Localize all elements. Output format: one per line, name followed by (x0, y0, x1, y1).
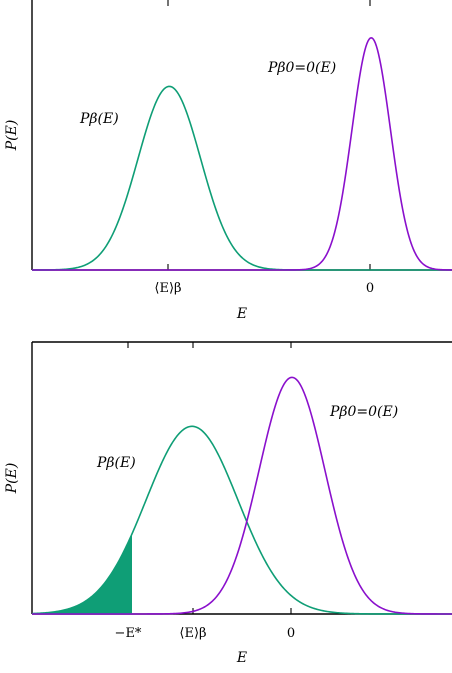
bottom-x-tick-label-zero: 0 (287, 626, 295, 641)
top-series-p-beta-line (32, 85, 452, 271)
top-x-tick-label-zero: 0 (366, 281, 374, 296)
top-label-p-beta0: Pβ0=0(E) (267, 60, 336, 76)
top-x-tick-label-mean: ⟨E⟩β (154, 281, 181, 296)
bottom-panel: P(E) −E* ⟨E⟩β 0 E Pβ(E) Pβ0=0(E) (4, 341, 452, 666)
bottom-shaded-tail-area (32, 533, 132, 614)
bottom-label-p-beta: Pβ(E) (96, 455, 136, 471)
top-series-p-beta0-line (32, 36, 452, 271)
bottom-label-p-beta0: Pβ0=0(E) (329, 404, 398, 420)
top-y-axis-label: P(E) (4, 120, 20, 152)
top-x-axis-label: E (236, 306, 247, 322)
bottom-series-p-beta-line (31, 425, 452, 615)
bottom-series-p-beta0-line (32, 376, 452, 615)
bottom-x-tick-label-estar: −E* (115, 626, 142, 641)
top-panel: P(E) ⟨E⟩β 0 E Pβ(E) Pβ0=0(E) (4, 0, 452, 322)
top-label-p-beta: Pβ(E) (79, 111, 119, 127)
bottom-y-axis-label: P(E) (4, 463, 20, 495)
bottom-x-tick-label-mean: ⟨E⟩β (179, 626, 206, 641)
bottom-x-axis-label: E (236, 650, 247, 666)
